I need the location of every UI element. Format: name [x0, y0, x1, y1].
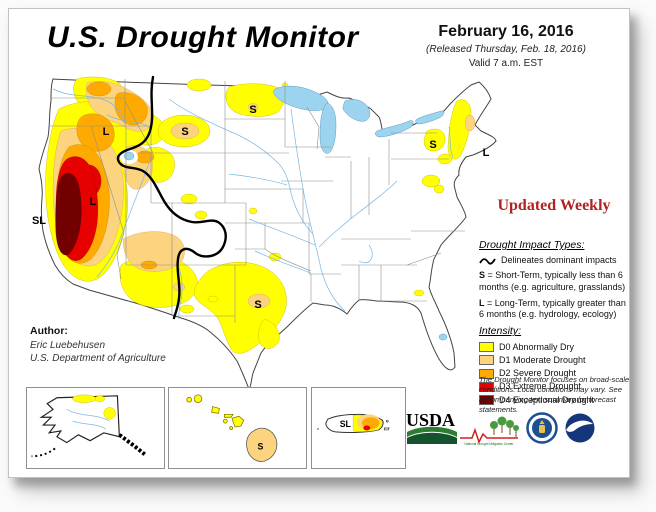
puerto-rico-impact-label: SL: [340, 419, 352, 429]
intensity-legend: D0 Abnormally Dry D1 Moderate Drought D2 S…: [479, 342, 631, 406]
great-lakes: [273, 85, 448, 341]
author-org: U.S. Department of Agriculture: [30, 352, 166, 364]
author-heading: Author:: [30, 325, 68, 337]
map-label-new-england: L: [483, 147, 490, 159]
intensity-label: D3 Extreme Drought: [499, 381, 582, 392]
intensity-label: D0 Abnormally Dry: [499, 341, 575, 352]
inset-map-puerto-rico: SL: [311, 387, 406, 469]
inset-map-hawaii: S: [168, 387, 307, 469]
state-borders: [49, 79, 465, 323]
ndmc-logo-text: National Drought Mitigation Center: [465, 442, 515, 446]
release-date: (Released Thursday, Feb. 18, 2016): [426, 44, 586, 55]
conus-map: L S L SL S S S L: [29, 69, 511, 401]
short-term-prefix: S: [479, 270, 486, 281]
updated-weekly-note: Updated Weekly: [497, 197, 611, 214]
intensity-label: D4 Exceptional Drought: [499, 394, 595, 405]
squiggle-line-icon: [479, 257, 496, 265]
usda-logo-text: USDA: [406, 411, 455, 430]
intensity-swatch: [479, 395, 494, 406]
map-label-nevada: L: [90, 196, 97, 208]
author-name: Eric Luebehusen: [30, 339, 106, 351]
drought-d4-layer: [55, 173, 82, 256]
intensity-swatch: [479, 355, 494, 366]
map-label-california-coast: SL: [32, 215, 46, 227]
noaa-logo: [564, 412, 596, 444]
puerto-rico-map: SL: [317, 413, 390, 433]
intensity-swatch: [479, 368, 494, 379]
map-label-oregon: L: [103, 126, 110, 138]
long-term-definition: L = Long-Term, typically greater than 6 …: [479, 298, 631, 321]
intensity-item: D4 Exceptional Drought: [479, 395, 631, 406]
impact-delineation-line: [116, 75, 227, 320]
map-label-texas: S: [254, 299, 261, 311]
short-term-definition: S = Short-Term, typically less than 6 mo…: [479, 270, 631, 293]
ndmc-logo: National Drought Mitigation Center: [458, 415, 520, 447]
delineation-key: Delineates dominant impacts: [479, 255, 631, 266]
intensity-label: D1 Moderate Drought: [499, 354, 586, 365]
long-term-text: = Long-Term, typically greater than 6 mo…: [479, 297, 626, 320]
intensity-swatch: [479, 342, 494, 353]
map-label-north-dakota: S: [249, 104, 256, 116]
usda-logo: USDA: [406, 411, 458, 447]
long-term-prefix: L: [479, 297, 485, 308]
map-label-new-york: S: [429, 139, 436, 151]
intensity-item: D3 Extreme Drought: [479, 381, 631, 392]
drought-monitor-page: U.S. Drought Monitor February 16, 2016 (…: [8, 8, 630, 478]
inset-map-alaska: [26, 387, 165, 469]
author-block: Author: Eric Luebehusen U.S. Department …: [30, 325, 166, 365]
date-block: February 16, 2016 (Released Thursday, Fe…: [391, 23, 621, 69]
intensity-swatch: [479, 381, 494, 392]
intensity-heading: Intensity:: [479, 325, 522, 338]
commerce-seal-logo: [526, 412, 558, 444]
map-date: February 16, 2016: [438, 23, 574, 40]
intensity-item: D2 Severe Drought: [479, 368, 631, 379]
hawaii-map: S: [186, 394, 278, 462]
page-title: U.S. Drought Monitor: [47, 21, 359, 54]
delineation-text: Delineates dominant impacts: [501, 255, 617, 266]
impact-types-heading: Drought Impact Types:: [479, 239, 585, 251]
disclaimer-text: The Drought Monitor focuses on broad-sca…: [479, 375, 630, 414]
valid-time: Valid 7 a.m. EST: [468, 58, 544, 69]
hawaii-impact-label: S: [257, 441, 263, 451]
intensity-label: D2 Severe Drought: [499, 368, 577, 378]
intensity-item: D1 Moderate Drought: [479, 355, 631, 366]
rivers: [52, 88, 454, 320]
conus-map-canvas: L S L SL S S S L: [32, 75, 497, 390]
map-label-wyoming-south-dakota: S: [181, 126, 188, 138]
great-salt-lake: [123, 151, 135, 161]
legend-panel: Drought Impact Types: Delineates dominan…: [479, 239, 631, 408]
short-term-text: = Short-Term, typically less than 6 mont…: [479, 270, 626, 292]
alaska-map: [31, 394, 146, 458]
intensity-item: D0 Abnormally Dry: [479, 342, 631, 353]
